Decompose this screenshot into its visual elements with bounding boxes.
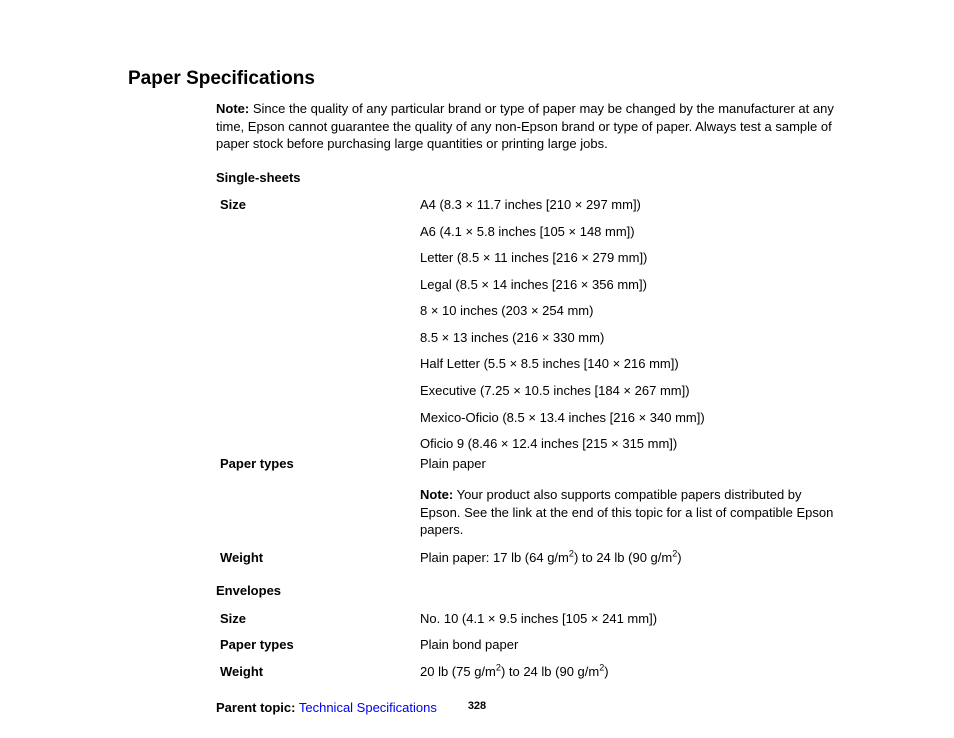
note-label: Note: <box>216 101 249 116</box>
single-sheets-types-row: Paper types Plain paper Note: Your produ… <box>216 455 834 543</box>
single-sheets-heading: Single-sheets <box>216 169 834 187</box>
size-item: 8 × 10 inches (203 × 254 mm) <box>420 302 834 320</box>
note-block: Note: Since the quality of any particula… <box>216 100 834 153</box>
size-item: Oficio 9 (8.46 × 12.4 inches [215 × 315 … <box>420 435 834 453</box>
env-weight-part: 20 lb (75 g/m <box>420 664 496 679</box>
env-weight-part: ) to 24 lb (90 g/m <box>501 664 599 679</box>
types-text: Plain paper <box>420 455 834 473</box>
weight-label: Weight <box>216 549 420 567</box>
types-value: Plain paper Note: Your product also supp… <box>420 455 834 543</box>
single-sheets-weight-row: Weight Plain paper: 17 lb (64 g/m2) to 2… <box>216 549 834 567</box>
size-item: Letter (8.5 × 11 inches [216 × 279 mm]) <box>420 249 834 267</box>
env-size-value: No. 10 (4.1 × 9.5 inches [105 × 241 mm]) <box>420 610 834 628</box>
size-item: Mexico-Oficio (8.5 × 13.4 inches [216 × … <box>420 409 834 427</box>
envelopes-heading: Envelopes <box>216 582 834 600</box>
size-item: Legal (8.5 × 14 inches [216 × 356 mm]) <box>420 276 834 294</box>
env-types-label: Paper types <box>216 636 420 654</box>
size-item: Executive (7.25 × 10.5 inches [184 × 267… <box>420 382 834 400</box>
size-item: 8.5 × 13 inches (216 × 330 mm) <box>420 329 834 347</box>
envelopes-weight-row: Weight 20 lb (75 g/m2) to 24 lb (90 g/m2… <box>216 663 834 681</box>
env-weight-label: Weight <box>216 663 420 681</box>
size-item: A6 (4.1 × 5.8 inches [105 × 148 mm]) <box>420 223 834 241</box>
types-note-text: Your product also supports compatible pa… <box>420 487 833 537</box>
size-item: Half Letter (5.5 × 8.5 inches [140 × 216… <box>420 355 834 373</box>
note-text: Since the quality of any particular bran… <box>216 101 834 151</box>
weight-part: ) <box>677 550 681 565</box>
page-content: Paper Specifications Note: Since the qua… <box>0 0 954 716</box>
weight-part: ) to 24 lb (90 g/m <box>574 550 672 565</box>
size-item: A4 (8.3 × 11.7 inches [210 × 297 mm]) <box>420 196 834 214</box>
size-label: Size <box>216 196 420 214</box>
env-weight-value: 20 lb (75 g/m2) to 24 lb (90 g/m2) <box>420 663 834 681</box>
types-note: Note: Your product also supports compati… <box>420 486 834 539</box>
content-body: Note: Since the quality of any particula… <box>216 100 834 716</box>
env-types-value: Plain bond paper <box>420 636 834 654</box>
single-sheets-size-row: Size A4 (8.3 × 11.7 inches [210 × 297 mm… <box>216 196 834 452</box>
types-note-label: Note: <box>420 487 453 502</box>
env-size-label: Size <box>216 610 420 628</box>
env-weight-part: ) <box>604 664 608 679</box>
size-values: A4 (8.3 × 11.7 inches [210 × 297 mm]) A6… <box>420 196 834 452</box>
page-title: Paper Specifications <box>128 68 834 90</box>
page-number: 328 <box>0 700 954 712</box>
envelopes-size-row: Size No. 10 (4.1 × 9.5 inches [105 × 241… <box>216 610 834 628</box>
envelopes-types-row: Paper types Plain bond paper <box>216 636 834 654</box>
weight-value: Plain paper: 17 lb (64 g/m2) to 24 lb (9… <box>420 549 834 567</box>
weight-part: Plain paper: 17 lb (64 g/m <box>420 550 569 565</box>
types-label: Paper types <box>216 455 420 473</box>
